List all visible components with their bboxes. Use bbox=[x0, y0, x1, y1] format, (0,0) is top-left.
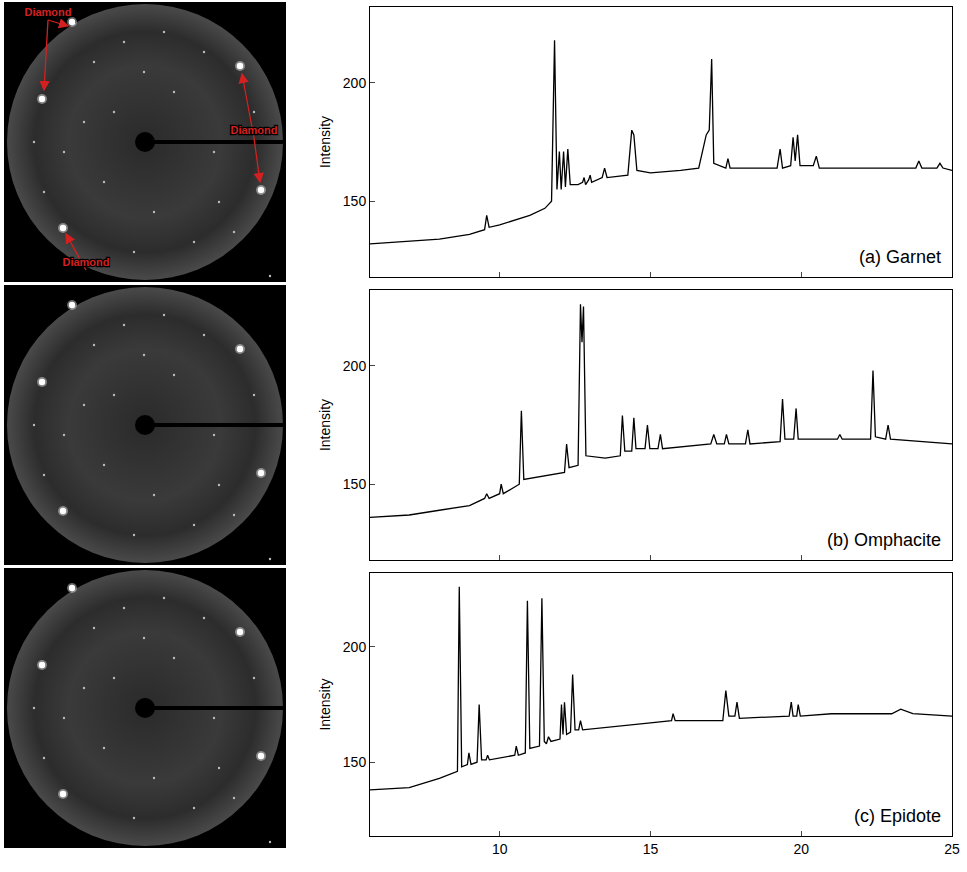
svg-text:150: 150 bbox=[343, 476, 367, 492]
svg-text:(a) Garnet: (a) Garnet bbox=[859, 247, 941, 267]
svg-text:25: 25 bbox=[944, 841, 960, 857]
svg-text:20: 20 bbox=[793, 841, 809, 857]
svg-text:Intensity: Intensity bbox=[317, 678, 333, 730]
svg-text:Diamond: Diamond bbox=[62, 256, 109, 268]
svg-text:10: 10 bbox=[492, 841, 508, 857]
svg-text:15: 15 bbox=[643, 841, 659, 857]
svg-text:Intensity: Intensity bbox=[317, 116, 333, 168]
svg-text:200: 200 bbox=[343, 358, 367, 374]
svg-text:200: 200 bbox=[343, 639, 367, 655]
svg-text:Diamond: Diamond bbox=[24, 6, 71, 18]
svg-text:150: 150 bbox=[343, 754, 367, 770]
svg-text:Intensity: Intensity bbox=[317, 399, 333, 451]
svg-text:Diamond: Diamond bbox=[230, 124, 277, 136]
svg-text:200: 200 bbox=[343, 75, 367, 91]
svg-text:(c) Epidote: (c) Epidote bbox=[854, 806, 941, 826]
svg-text:150: 150 bbox=[343, 193, 367, 209]
svg-text:(b) Omphacite: (b) Omphacite bbox=[827, 530, 941, 550]
